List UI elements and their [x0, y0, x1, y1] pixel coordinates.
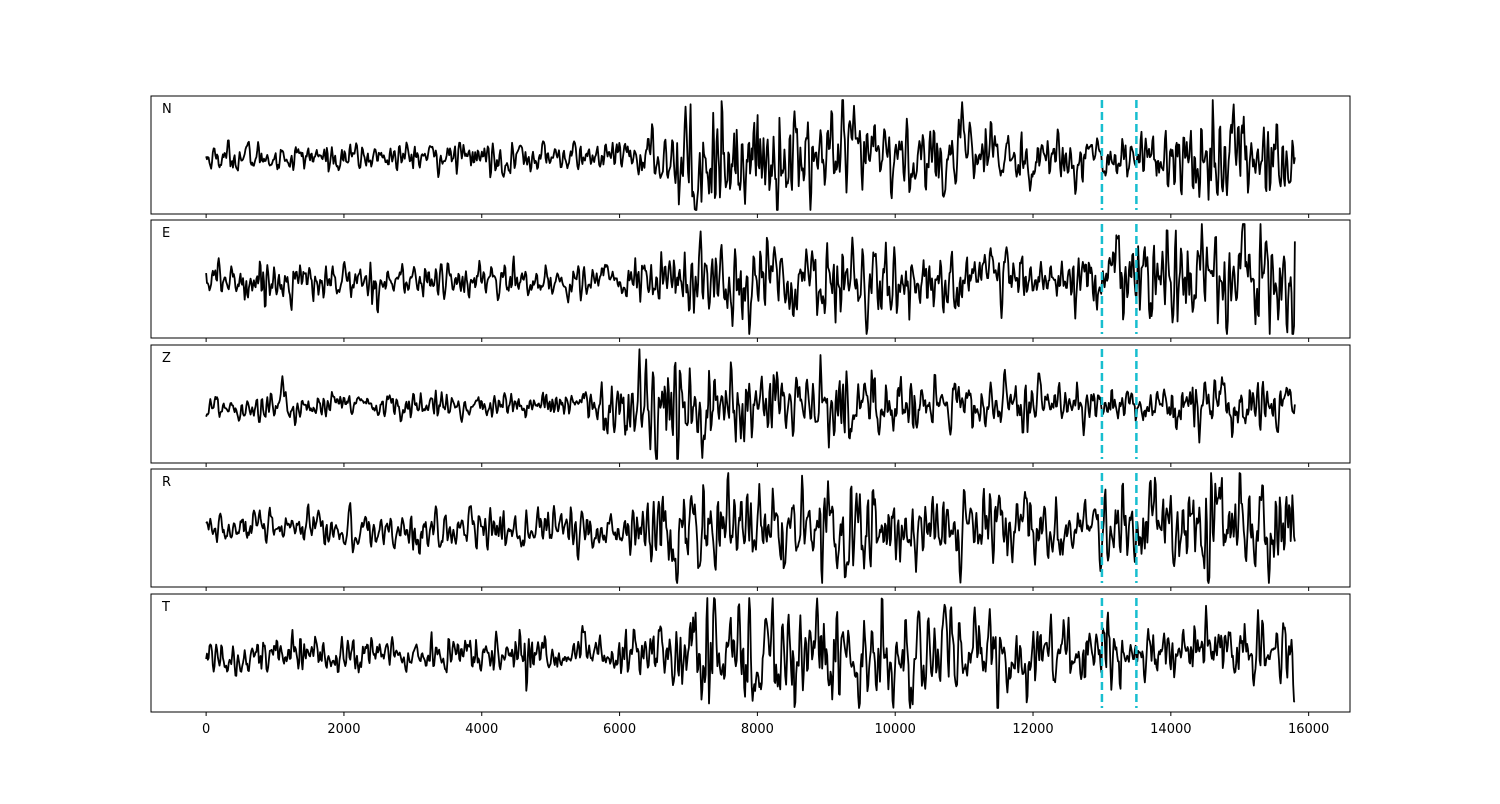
panel-frame: [150, 344, 1351, 464]
panel-frame: [150, 95, 1351, 215]
x-tick-label: 16000: [1288, 722, 1329, 737]
x-tick-label: 12000: [1012, 722, 1053, 737]
panel-label: R: [162, 475, 171, 490]
panels-layer: N E Z R T: [150, 95, 1351, 716]
x-tick-label: 4000: [465, 722, 498, 737]
panel-t: T: [150, 593, 1351, 716]
panel-label: E: [162, 226, 170, 241]
panel-label: N: [162, 102, 172, 117]
panel-frame: [150, 468, 1351, 588]
x-tick-label: 0: [202, 722, 210, 737]
waveform-trace: [205, 472, 1296, 584]
x-tick-label: 2000: [327, 722, 360, 737]
x-tick-label: 10000: [875, 722, 916, 737]
panel-frame: [150, 219, 1351, 339]
waveform-trace: [205, 348, 1296, 460]
x-tick-label: 6000: [603, 722, 636, 737]
panel-label: T: [161, 600, 170, 615]
x-tick-label: 8000: [741, 722, 774, 737]
x-axis: 0 2000 4000 6000 8000 10000 12000 14000 16000: [202, 722, 1329, 737]
panel-label: Z: [162, 351, 171, 366]
waveform-trace: [205, 223, 1296, 335]
panel-r: R: [150, 468, 1351, 591]
panel-e: E: [150, 219, 1351, 342]
x-tick-label: 14000: [1150, 722, 1191, 737]
panel-z: Z: [150, 344, 1351, 467]
waveform-trace: [205, 597, 1296, 709]
panel-n: N: [150, 95, 1351, 218]
waveform-trace: [205, 99, 1296, 211]
panel-frame: [150, 593, 1351, 713]
